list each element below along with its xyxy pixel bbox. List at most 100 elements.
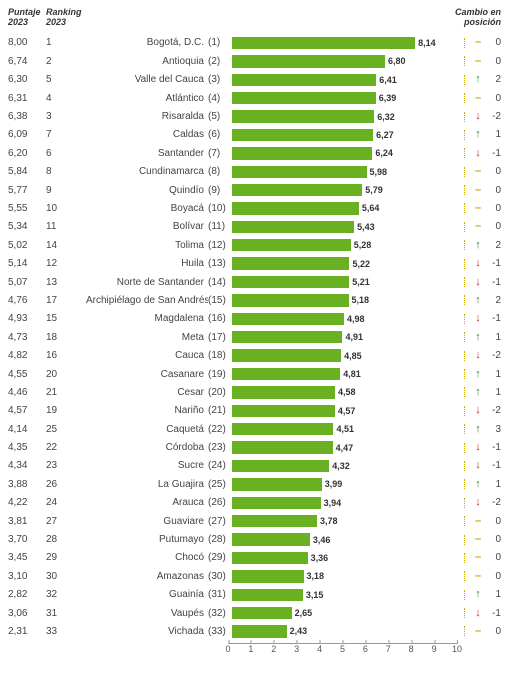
index-cell: (28) <box>208 534 232 545</box>
rank-cell: 6 <box>46 148 86 159</box>
rank-cell: 31 <box>46 608 86 619</box>
axis-tick: 0 <box>225 644 230 654</box>
data-row: 5,848Cundinamarca(8)5,98–0 <box>8 163 501 181</box>
bar <box>232 92 376 104</box>
change-arrow-icon: – <box>471 93 485 104</box>
score-cell: 5,02 <box>8 240 46 251</box>
bar <box>232 368 340 380</box>
change-delta: -1 <box>485 608 501 619</box>
separator <box>457 535 471 545</box>
label-cell: Guaviare <box>86 516 208 527</box>
separator <box>457 332 471 342</box>
index-cell: (31) <box>208 589 232 600</box>
index-cell: (19) <box>208 369 232 380</box>
rank-cell: 3 <box>46 111 86 122</box>
bar-area: 4,98 <box>232 310 457 328</box>
axis-tick: 2 <box>271 644 276 654</box>
bar <box>232 313 344 325</box>
rank-cell: 29 <box>46 552 86 563</box>
index-cell: (21) <box>208 405 232 416</box>
bar-area: 3,15 <box>232 586 457 604</box>
bar <box>232 74 376 86</box>
index-cell: (15) <box>208 295 232 306</box>
index-cell: (26) <box>208 497 232 508</box>
bar <box>232 423 333 435</box>
score-cell: 4,55 <box>8 369 46 380</box>
data-row: 6,097Caldas(6)6,27↑1 <box>8 126 501 144</box>
change-delta: 1 <box>485 589 501 600</box>
data-row: 5,1412Huila(13)5,22↓-1 <box>8 254 501 272</box>
label-cell: Cauca <box>86 350 208 361</box>
label-cell: Antioquia <box>86 56 208 67</box>
separator <box>457 608 471 618</box>
score-cell: 4,35 <box>8 442 46 453</box>
index-cell: (9) <box>208 185 232 196</box>
change-delta: 0 <box>485 185 501 196</box>
data-row: 5,5510Boyacá(10)5,64–0 <box>8 199 501 217</box>
axis-tick: 8 <box>409 644 414 654</box>
separator <box>457 130 471 140</box>
change-arrow-icon: – <box>471 571 485 582</box>
change-delta: 1 <box>485 129 501 140</box>
bar-value-label: 4,91 <box>342 328 363 346</box>
change-arrow-icon: ↓ <box>471 148 485 159</box>
bar-value-label: 4,57 <box>335 402 356 420</box>
change-delta: 0 <box>485 37 501 48</box>
bar <box>232 405 335 417</box>
index-cell: (29) <box>208 552 232 563</box>
bar-value-label: 5,22 <box>349 254 370 272</box>
index-cell: (11) <box>208 221 232 232</box>
change-arrow-icon: ↑ <box>471 589 485 600</box>
change-delta: -1 <box>485 277 501 288</box>
label-cell: Valle del Cauca <box>86 74 208 85</box>
change-delta: -2 <box>485 111 501 122</box>
change-arrow-icon: ↑ <box>471 332 485 343</box>
bar-area: 4,57 <box>232 402 457 420</box>
change-delta: 0 <box>485 626 501 637</box>
rank-cell: 2 <box>46 56 86 67</box>
separator <box>457 498 471 508</box>
index-cell: (23) <box>208 442 232 453</box>
bar-area: 5,18 <box>232 291 457 309</box>
rank-cell: 26 <box>46 479 86 490</box>
bar-value-label: 6,24 <box>372 144 393 162</box>
change-delta: 0 <box>485 571 501 582</box>
axis-tick: 10 <box>452 644 462 654</box>
separator <box>457 240 471 250</box>
data-row: 3,7028Putumayo(28)3,46–0 <box>8 530 501 548</box>
index-cell: (25) <box>208 479 232 490</box>
bar <box>232 129 373 141</box>
score-cell: 6,74 <box>8 56 46 67</box>
rank-cell: 4 <box>46 93 86 104</box>
rank-cell: 15 <box>46 313 86 324</box>
bar-value-label: 5,18 <box>349 291 370 309</box>
bar-area: 5,79 <box>232 181 457 199</box>
score-cell: 6,30 <box>8 74 46 85</box>
data-row: 3,4529Chocó(29)3,36–0 <box>8 549 501 567</box>
bar-area: 4,32 <box>232 457 457 475</box>
change-arrow-icon: – <box>471 221 485 232</box>
separator <box>457 185 471 195</box>
score-cell: 5,34 <box>8 221 46 232</box>
rank-cell: 23 <box>46 460 86 471</box>
change-delta: -1 <box>485 258 501 269</box>
bar <box>232 478 322 490</box>
change-arrow-icon: – <box>471 552 485 563</box>
rank-cell: 14 <box>46 240 86 251</box>
index-cell: (1) <box>208 37 232 48</box>
change-arrow-icon: ↓ <box>471 497 485 508</box>
bar-area: 5,98 <box>232 163 457 181</box>
data-row: 4,3423Sucre(24)4,32↓-1 <box>8 457 501 475</box>
data-row: 4,9315Magdalena(16)4,98↓-1 <box>8 310 501 328</box>
change-arrow-icon: – <box>471 626 485 637</box>
bar <box>232 589 303 601</box>
change-delta: 0 <box>485 534 501 545</box>
bar <box>232 441 333 453</box>
separator <box>457 626 471 636</box>
index-cell: (32) <box>208 608 232 619</box>
bar-area: 4,47 <box>232 438 457 456</box>
bar-area: 3,36 <box>232 549 457 567</box>
rank-cell: 7 <box>46 129 86 140</box>
data-row: 4,2224Arauca(26)3,94↓-2 <box>8 494 501 512</box>
bar-area: 5,64 <box>232 199 457 217</box>
